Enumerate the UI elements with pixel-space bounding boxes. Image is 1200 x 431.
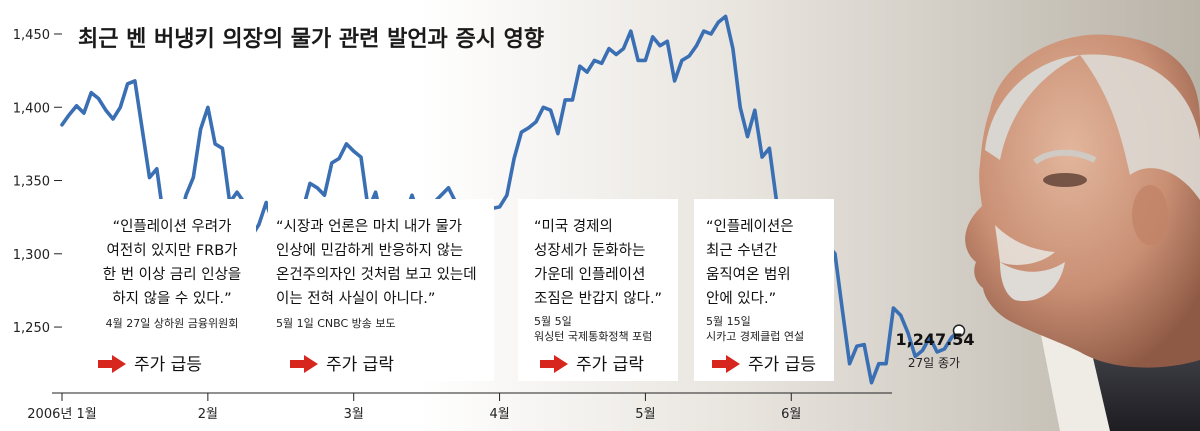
- annotation-quote-line: 온건주의자인 것처럼 보고 있는데: [276, 266, 477, 283]
- annotation-quote-line: “인플레이션 우려가: [113, 218, 232, 235]
- annotation-quote-line: 인상에 민감하게 반응하지 않는: [276, 242, 463, 259]
- chart-title: 최근 벤 버냉키 의장의 물가 관련 발언과 증시 영향: [78, 27, 544, 52]
- effect-arrow-icon: [98, 355, 126, 373]
- annotation-quote-line: 조짐은 반갑지 않다.”: [534, 290, 662, 307]
- x-axis: 2006년 1월 2월 3월 4월 5월 6월: [27, 392, 892, 422]
- x-tick-label: 3월: [344, 407, 364, 422]
- annotation-bg: [694, 199, 834, 381]
- annotation-quote-line: “미국 경제의: [534, 218, 613, 235]
- y-tick-label: 1,350: [13, 175, 50, 190]
- portrait-illustration: [965, 34, 1200, 431]
- annotation-effect: 주가 급락: [576, 355, 644, 375]
- last-point-marker: [952, 324, 966, 337]
- annotation-quote-line: “시장과 언론은 마치 내가 물가: [276, 218, 462, 235]
- annotation-bg: [518, 199, 678, 381]
- y-tick-label: 1,300: [13, 248, 50, 263]
- last-close-value: 1,247.54: [896, 330, 975, 349]
- annotation-quote-line: “인플레이션은: [706, 218, 794, 235]
- annotation-effect: 주가 급등: [134, 355, 202, 375]
- annotation-quote-line: 성장세가 둔화하는: [534, 242, 645, 259]
- annotation-quote-line: 안에 있다.”: [706, 290, 776, 307]
- annotation-source: 5월 5일: [534, 314, 572, 328]
- annotation-source: 시카고 경제클럽 연설: [706, 329, 804, 343]
- last-close: 1,247.54 27일 종가: [896, 330, 975, 370]
- annotation-quote-line: 최근 수년간: [706, 242, 777, 259]
- effect-arrow-icon: [712, 355, 740, 373]
- annotation-effect: 주가 급락: [326, 355, 394, 375]
- annotation-quote-line: 하지 않을 수 있다.”: [112, 290, 231, 307]
- annotation-effect: 주가 급등: [748, 355, 816, 375]
- y-tick-label: 1,250: [13, 321, 50, 336]
- annotation-quote-line: 움직여온 범위: [706, 266, 791, 283]
- annotation-source: 4월 27일 상하원 금융위원회: [106, 316, 239, 330]
- effect-arrow-icon: [540, 355, 568, 373]
- x-tick-label: 6월: [781, 407, 801, 422]
- annotation-bg: [88, 199, 256, 381]
- x-tick-label: 2월: [198, 407, 218, 422]
- annotation-quote-line: 가운데 인플레이션: [534, 266, 645, 283]
- y-tick-label: 1,400: [13, 101, 50, 116]
- annotation-quote-line: 이는 전혀 사실이 아니다.”: [276, 290, 435, 307]
- annotation-source: 5월 1일 CNBC 방송 보도: [276, 316, 396, 330]
- x-tick-label: 2006년 1월: [27, 407, 96, 422]
- effect-arrow-icon: [290, 355, 318, 373]
- x-tick-label: 4월: [489, 407, 509, 422]
- annotation-quote-line: 한 번 이상 금리 인상을: [103, 266, 242, 283]
- annotation-source: 워싱턴 국제통화정책 포럼: [534, 330, 652, 343]
- annotation-source: 5월 15일: [706, 314, 751, 328]
- x-tick-label: 5월: [635, 407, 655, 422]
- annotation-bg: [268, 199, 494, 381]
- last-close-label: 27일 종가: [908, 356, 960, 370]
- annotation-quote-line: 여전히 있지만 FRB가: [107, 242, 238, 259]
- y-axis: 1,250 1,300 1,350 1,400 1,450: [13, 28, 62, 336]
- y-tick-label: 1,450: [13, 28, 50, 43]
